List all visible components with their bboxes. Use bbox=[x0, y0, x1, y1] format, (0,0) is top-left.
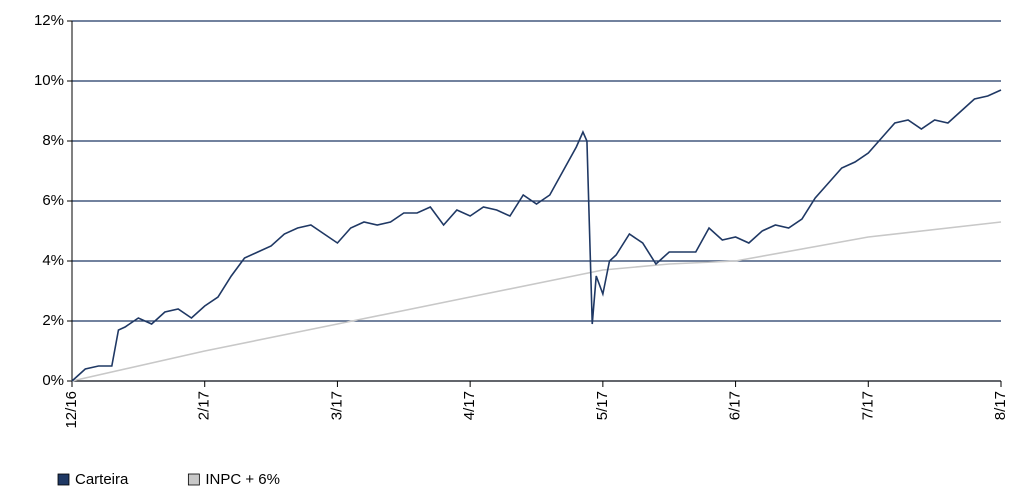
legend-swatch bbox=[187, 473, 200, 486]
series-line bbox=[71, 221, 1002, 382]
x-tick-label: 6/17 bbox=[727, 391, 744, 420]
x-tick-label: 12/16 bbox=[63, 391, 80, 429]
x-tick-label: 7/17 bbox=[859, 391, 876, 420]
legend-swatch bbox=[57, 473, 70, 486]
x-tick-label: 4/17 bbox=[461, 391, 478, 420]
y-tick-label: 10% bbox=[34, 72, 64, 89]
y-tick-label: 8% bbox=[42, 132, 64, 149]
y-tick-label: 12% bbox=[34, 12, 64, 29]
legend-label: Carteira bbox=[75, 471, 129, 488]
y-tick-label: 6% bbox=[42, 192, 64, 209]
series-line bbox=[71, 89, 1002, 382]
x-tick-label: 5/17 bbox=[594, 391, 611, 420]
x-tick-label: 2/17 bbox=[196, 391, 213, 420]
legend-label: INPC + 6% bbox=[205, 471, 280, 488]
y-tick-label: 2% bbox=[42, 312, 64, 329]
y-tick-label: 0% bbox=[42, 372, 64, 389]
y-tick-label: 4% bbox=[42, 252, 64, 269]
x-tick-label: 3/17 bbox=[328, 391, 345, 420]
x-tick-label: 8/17 bbox=[992, 391, 1009, 420]
